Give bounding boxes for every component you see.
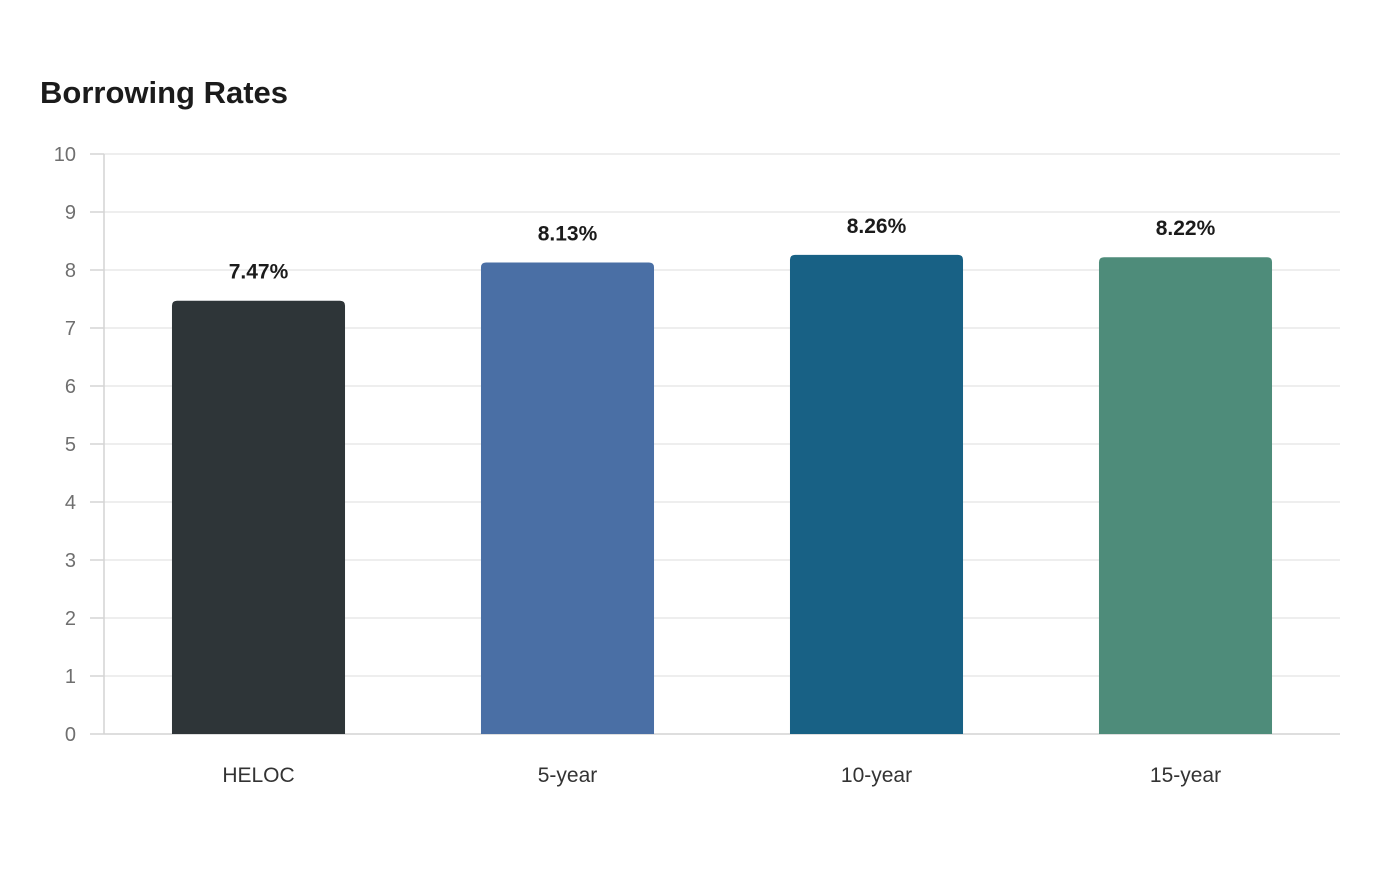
- bar-10-year: [789, 254, 964, 735]
- y-tick-label: 6: [65, 376, 76, 398]
- x-tick-label: 5-year: [538, 764, 598, 787]
- y-tick-label: 1: [65, 666, 76, 688]
- y-tick-label: 7: [65, 318, 76, 340]
- bar-15-year: [1098, 257, 1273, 734]
- data-label: 8.13%: [538, 222, 598, 245]
- y-tick-label: 5: [65, 434, 76, 456]
- x-tick-label: 10-year: [841, 764, 912, 787]
- data-label: 8.26%: [847, 215, 907, 238]
- x-tick-label: HELOC: [222, 764, 294, 787]
- y-tick-label: 2: [65, 608, 76, 630]
- bar-heloc: [171, 300, 346, 734]
- data-label: 7.47%: [229, 261, 289, 284]
- y-tick-label: 9: [65, 202, 76, 224]
- y-tick-label: 3: [65, 550, 76, 572]
- y-tick-label: 8: [65, 260, 76, 282]
- x-tick-label: 15-year: [1150, 764, 1221, 787]
- bar-5-year: [480, 262, 655, 734]
- y-tick-label: 4: [65, 492, 76, 514]
- labels: 0 1 2 3 4 5 6 7 8 9 10 7.47% HELOC 8.13% 5-year 8.26% 10…: [54, 144, 1221, 787]
- data-label: 8.22%: [1156, 217, 1216, 240]
- y-tick-label: 10: [54, 144, 76, 166]
- bars: [171, 254, 1273, 735]
- chart-title: Borrowing Rates: [40, 75, 289, 110]
- y-tick-label: 0: [65, 724, 76, 746]
